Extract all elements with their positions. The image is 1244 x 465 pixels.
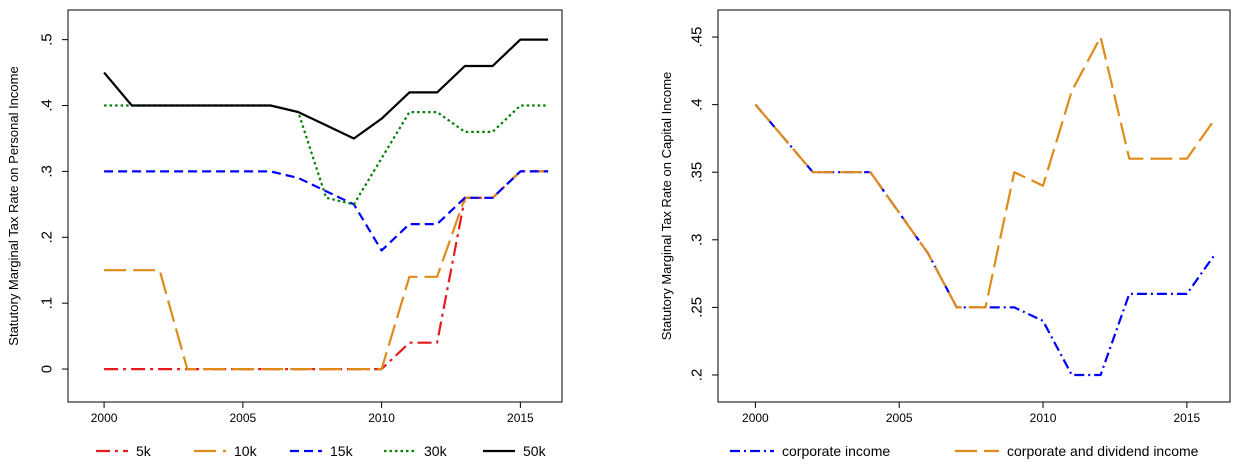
- left-x-tick-label: 2010: [368, 411, 395, 425]
- left-legend-label: 50k: [523, 443, 547, 459]
- right-y-ticks: .2 .25 .3 .35 .4 .45: [688, 27, 718, 382]
- right-series-lines: [754, 35, 1217, 377]
- right-legend-label: corporate income: [782, 443, 890, 459]
- right-y-tick-label: .2: [688, 369, 705, 382]
- right-legend: corporate income corporate and dividend i…: [730, 443, 1199, 459]
- left-legend-label: 5k: [136, 443, 152, 459]
- right-y-tick-label: .4: [688, 98, 705, 111]
- right-x-tick-label: 2005: [886, 411, 913, 425]
- left-series-line: [104, 170, 549, 252]
- left-y-axis-label: Statutory Marginal Tax Rate on Personal …: [6, 66, 21, 345]
- left-y-ticks: 0 .1 .2 .3 .4 .5: [38, 33, 68, 373]
- right-chart: Statutory Marginal Tax Rate on Capital I…: [659, 9, 1231, 459]
- left-y-tick-label: .3: [38, 165, 55, 178]
- left-legend: 5k 10k 15k 30k 50k: [96, 443, 547, 459]
- left-y-tick-label: .2: [38, 231, 55, 244]
- right-legend-label: corporate and dividend income: [1007, 443, 1199, 459]
- left-y-tick-label: 0: [38, 365, 55, 373]
- left-y-tick-label: .5: [38, 33, 55, 46]
- right-y-axis-label: Statutory Marginal Tax Rate on Capital I…: [659, 72, 674, 341]
- left-chart: Statutory Marginal Tax Rate on Personal …: [6, 9, 563, 459]
- left-x-tick-label: 2015: [507, 411, 534, 425]
- right-series-line: [754, 103, 1217, 377]
- left-x-tick-label: 2005: [229, 411, 256, 425]
- left-legend-label: 30k: [424, 443, 448, 459]
- right-x-tick-label: 2010: [1030, 411, 1057, 425]
- left-x-ticks: 2000 2005 2010 2015: [91, 402, 534, 425]
- right-series-line: [754, 35, 1217, 309]
- left-x-tick-label: 2000: [91, 411, 118, 425]
- left-y-tick-label: .4: [38, 99, 55, 112]
- right-y-tick-label: .35: [688, 162, 705, 183]
- left-series-line: [104, 170, 549, 371]
- right-x-tick-label: 2000: [742, 411, 769, 425]
- right-x-ticks: 2000 2005 2010 2015: [742, 402, 1201, 425]
- left-series-lines: [103, 38, 549, 371]
- left-y-tick-label: .1: [38, 297, 55, 310]
- left-plot-frame: [67, 9, 563, 403]
- right-y-tick-label: .3: [688, 234, 705, 247]
- right-plot-frame: [717, 9, 1231, 403]
- left-series-line: [103, 38, 549, 140]
- left-legend-label: 15k: [330, 443, 354, 459]
- left-series-line: [104, 104, 549, 206]
- right-y-tick-label: .25: [688, 297, 705, 318]
- left-legend-label: 10k: [234, 443, 258, 459]
- right-y-tick-label: .45: [688, 27, 705, 48]
- left-series-line: [104, 170, 549, 371]
- right-x-tick-label: 2015: [1174, 411, 1201, 425]
